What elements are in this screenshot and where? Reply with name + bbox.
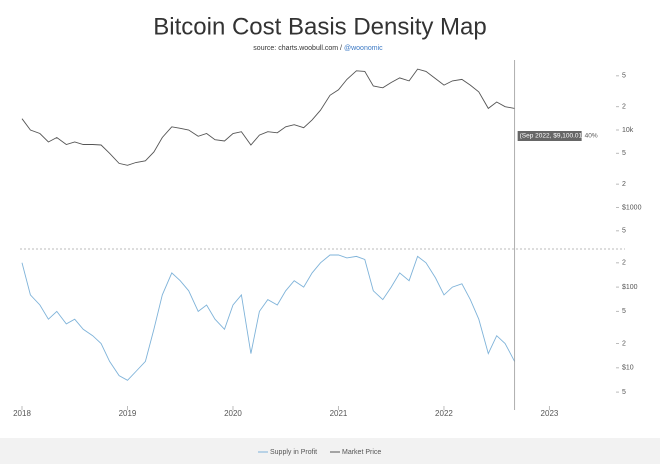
annotation-box <box>517 131 582 141</box>
y-tick-label: 5 <box>622 150 626 157</box>
y-tick-label: $100 <box>622 284 638 291</box>
legend-label: Supply in Profit <box>270 449 317 456</box>
x-tick-label: 2022 <box>435 409 453 418</box>
chart-title: Bitcoin Cost Basis Density Map <box>153 13 486 40</box>
x-tick-label: 2020 <box>224 409 242 418</box>
series-line <box>21 254 515 381</box>
y-tick-label: 5 <box>622 389 626 396</box>
y-tick-label: $1000 <box>622 204 642 211</box>
source-handle: @woonomic <box>344 45 383 52</box>
x-tick-label: 2023 <box>541 409 559 418</box>
annotation: (Sep 2022, $9,100.01) <box>520 133 585 140</box>
y-tick-label: 5 <box>622 228 626 235</box>
y-tick-label: 10k <box>622 127 634 134</box>
x-tick-label: 2021 <box>330 409 348 418</box>
annotation: 40% <box>585 133 598 140</box>
y-tick-label: $10 <box>622 365 634 372</box>
x-tick-label: 2018 <box>13 409 31 418</box>
legend-label: Market Price <box>342 449 381 456</box>
x-tick-label: 2019 <box>119 409 137 418</box>
source: source: charts.woobull.com / <box>253 45 342 52</box>
y-tick-label: 5 <box>622 73 626 80</box>
y-tick-label: 2 <box>622 340 626 347</box>
y-tick-label: 5 <box>622 308 626 315</box>
y-tick-label: 2 <box>622 104 626 111</box>
y-tick-label: 2 <box>622 260 626 267</box>
y-tick-label: 2 <box>622 181 626 188</box>
series-line <box>21 68 515 166</box>
legend-band <box>0 438 660 464</box>
